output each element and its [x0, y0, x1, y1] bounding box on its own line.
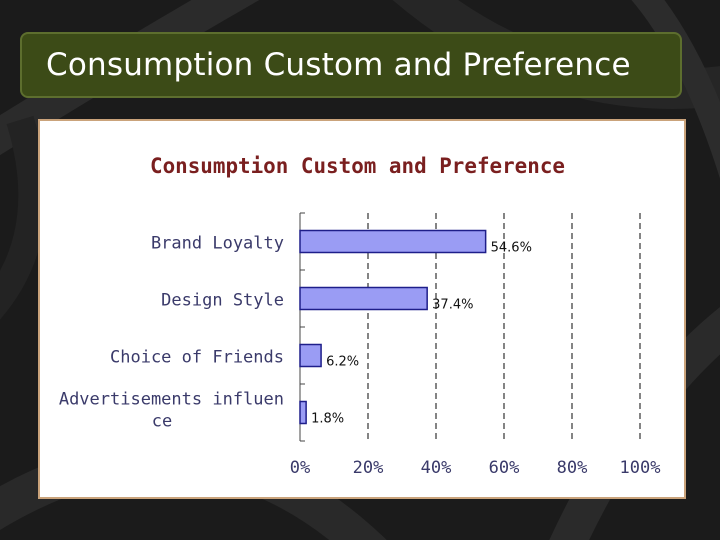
data-label-1: 37.4%: [432, 298, 473, 313]
chart-grid: [300, 212, 641, 442]
category-label-0: Brand Loyalty: [151, 234, 284, 254]
x-tick-label-20: 20%: [353, 458, 384, 478]
chart-panel: Consumption Custom and Preference 54.6% 3…: [38, 119, 686, 499]
data-label-2: 6.2%: [326, 355, 359, 370]
x-tick-label-0: 0%: [290, 458, 310, 478]
x-tick-label-40: 40%: [421, 458, 452, 478]
category-label-1: Design Style: [161, 291, 284, 311]
category-label-3: Advertisements influen ce: [59, 390, 284, 432]
bar-2: [299, 343, 322, 368]
bar-3: [299, 400, 307, 425]
data-label-0: 54.6%: [491, 241, 532, 256]
chart-title: Consumption Custom and Preference: [150, 154, 565, 178]
data-label-3: 1.8%: [311, 412, 344, 427]
bar-group: 54.6% 37.4% 6.2% 1.8%: [299, 229, 532, 427]
x-tick-labels: 0% 20% 40% 60% 80% 100%: [290, 458, 661, 478]
category-labels: Brand Loyalty Design Style Choice of Frien…: [59, 234, 284, 432]
x-tick-label-80: 80%: [557, 458, 588, 478]
bar-chart: Consumption Custom and Preference 54.6% 3…: [59, 154, 661, 478]
x-tick-label-60: 60%: [489, 458, 520, 478]
x-tick-label-100: 100%: [620, 458, 661, 478]
bar-0: [299, 229, 487, 254]
slide-title-bar: Consumption Custom and Preference: [20, 32, 682, 98]
slide-title: Consumption Custom and Preference: [46, 47, 631, 83]
category-label-2: Choice of Friends: [110, 348, 284, 368]
bar-1: [299, 286, 428, 311]
